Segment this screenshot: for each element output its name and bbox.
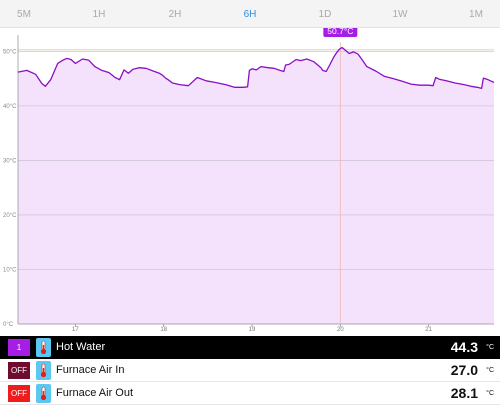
sensor-row-furnace-air-out[interactable]: OFF Furnace Air Out 28.1 °C [0, 382, 500, 405]
series-line-hot-water [17, 46, 495, 90]
sensor-name: Furnace Air Out [56, 387, 134, 399]
y-tick-label: 20°C [3, 213, 17, 219]
y-tick-label: 30°C [3, 158, 17, 164]
sensor-unit: °C [486, 344, 494, 351]
sensor-name: Hot Water [56, 341, 106, 353]
chart-canvas: 0°C 10°C 20°C 30°C 40°C 50°C 17 18 19 20 21 50.7°C [3, 28, 495, 333]
thermometer-icon [36, 384, 51, 403]
sensor-value: 27.0 [450, 362, 478, 378]
x-tick-label: 21 [425, 327, 432, 333]
sensor-badge[interactable]: OFF [8, 362, 30, 379]
y-tick-label: 50°C [3, 49, 17, 55]
y-tick-label: 40°C [3, 104, 17, 110]
sensor-name: Furnace Air In [56, 364, 125, 376]
sensor-row-hot-water[interactable]: 1 Hot Water 44.3 °C [0, 336, 500, 359]
sensor-value: 44.3 [450, 339, 478, 355]
tab-6h[interactable]: 6H [243, 9, 257, 20]
series-area-hot-water [18, 47, 494, 324]
sensor-badge[interactable]: 1 [8, 339, 30, 356]
tab-1h[interactable]: 1H [92, 9, 106, 20]
tab-2h[interactable]: 2H [168, 9, 182, 20]
tab-1w[interactable]: 1W [392, 9, 408, 20]
sensor-row-furnace-air-in[interactable]: OFF Furnace Air In 27.0 °C [0, 359, 500, 382]
time-range-tabs: 5M 1H 2H 6H 1D 1W 1M [0, 0, 500, 28]
x-tick-label: 17 [72, 327, 79, 333]
y-tick-label: 0°C [3, 322, 14, 328]
sensor-badge[interactable]: OFF [8, 385, 30, 402]
cursor-tooltip [323, 28, 358, 37]
x-tick-label: 20 [337, 327, 344, 333]
x-tick-label: 19 [249, 327, 256, 333]
sensor-unit: °C [486, 367, 494, 374]
x-tick-label: 18 [160, 327, 167, 333]
thermometer-icon [36, 361, 51, 380]
thermometer-icon [36, 338, 51, 357]
y-tick-label: 10°C [3, 267, 17, 273]
sensor-unit: °C [486, 390, 494, 397]
tab-1m[interactable]: 1M [469, 9, 483, 20]
tab-5m[interactable]: 5M [17, 9, 31, 20]
sensor-value: 28.1 [450, 385, 478, 401]
temperature-chart[interactable]: 0°C 10°C 20°C 30°C 40°C 50°C 17 18 19 20 21 50.7°C [0, 28, 500, 336]
tab-1d[interactable]: 1D [318, 9, 332, 20]
cursor-tooltip-value: 50.7°C [327, 28, 353, 36]
